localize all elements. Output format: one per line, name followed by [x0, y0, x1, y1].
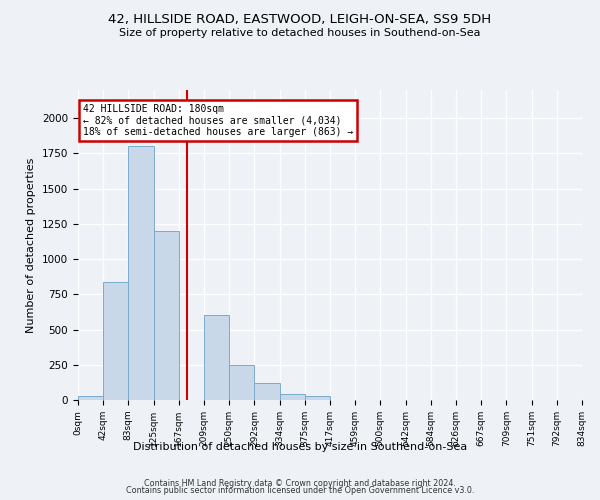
Text: 42, HILLSIDE ROAD, EASTWOOD, LEIGH-ON-SEA, SS9 5DH: 42, HILLSIDE ROAD, EASTWOOD, LEIGH-ON-SE… [109, 12, 491, 26]
Text: Distribution of detached houses by size in Southend-on-Sea: Distribution of detached houses by size … [133, 442, 467, 452]
Bar [305, 396, 330, 400]
Bar [154, 231, 179, 400]
Bar [78, 396, 103, 400]
Y-axis label: Number of detached properties: Number of detached properties [26, 158, 37, 332]
Bar [254, 383, 280, 400]
Text: Contains public sector information licensed under the Open Government Licence v3: Contains public sector information licen… [126, 486, 474, 495]
Bar [229, 365, 254, 400]
Bar [128, 146, 154, 400]
Bar [103, 282, 128, 400]
Text: 42 HILLSIDE ROAD: 180sqm
← 82% of detached houses are smaller (4,034)
18% of sem: 42 HILLSIDE ROAD: 180sqm ← 82% of detach… [83, 104, 353, 138]
Text: Contains HM Land Registry data © Crown copyright and database right 2024.: Contains HM Land Registry data © Crown c… [144, 478, 456, 488]
Text: Size of property relative to detached houses in Southend-on-Sea: Size of property relative to detached ho… [119, 28, 481, 38]
Bar [280, 394, 305, 400]
Bar [205, 316, 229, 400]
